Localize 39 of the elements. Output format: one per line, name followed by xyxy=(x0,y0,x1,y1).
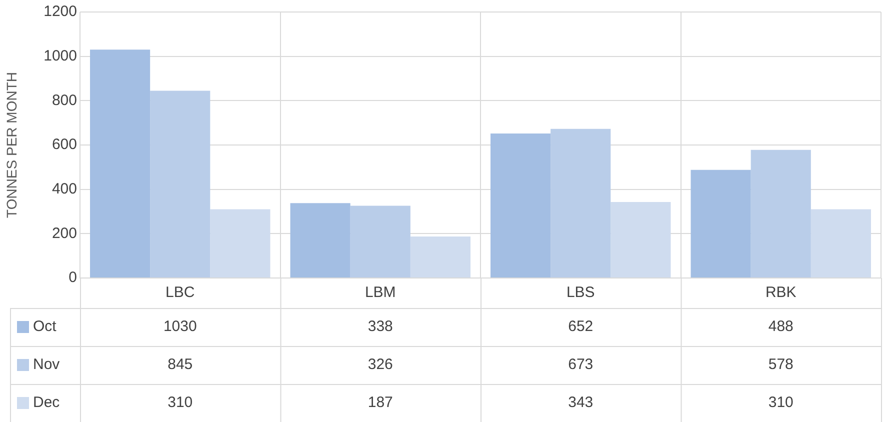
y-tick-label: 400 xyxy=(52,180,77,198)
bar xyxy=(290,203,350,278)
bar xyxy=(610,202,671,278)
bar xyxy=(550,128,611,278)
data-label: 673 xyxy=(568,356,594,374)
x-tick-label: RBK xyxy=(765,284,796,302)
y-tick-label: 200 xyxy=(52,224,77,242)
data-label: 310 xyxy=(768,394,794,412)
data-label: 578 xyxy=(768,356,794,374)
bar xyxy=(810,209,871,278)
data-label: 187 xyxy=(368,394,393,412)
y-tick-label: 600 xyxy=(52,136,77,154)
data-label: 338 xyxy=(368,318,393,336)
bar xyxy=(150,90,210,278)
legend-label: Nov xyxy=(33,356,60,374)
data-label: 1030 xyxy=(163,318,197,336)
bar xyxy=(690,170,751,278)
bar xyxy=(410,236,470,278)
y-tick-label: 0 xyxy=(68,269,77,286)
data-label: 326 xyxy=(368,356,393,374)
x-tick-label: LBM xyxy=(364,284,396,302)
bar xyxy=(750,150,811,278)
bar xyxy=(90,50,150,278)
data-label: 343 xyxy=(568,394,594,412)
bar xyxy=(490,133,551,278)
bar xyxy=(350,206,410,278)
data-label: 488 xyxy=(768,318,794,336)
legend-label: Dec xyxy=(33,394,60,412)
y-tick-label: 1000 xyxy=(44,47,77,64)
data-label: 845 xyxy=(168,356,193,374)
y-tick-label: 800 xyxy=(52,92,77,109)
data-label: 652 xyxy=(568,318,594,336)
y-tick-label: 1200 xyxy=(44,3,77,20)
bar xyxy=(210,209,270,278)
y-axis-title: TONNES PER MONTH xyxy=(3,72,20,218)
x-tick-label: LBC xyxy=(166,284,195,302)
data-label: 310 xyxy=(168,394,193,412)
legend-label: Oct xyxy=(33,318,58,336)
x-tick-label: LBS xyxy=(566,284,595,302)
